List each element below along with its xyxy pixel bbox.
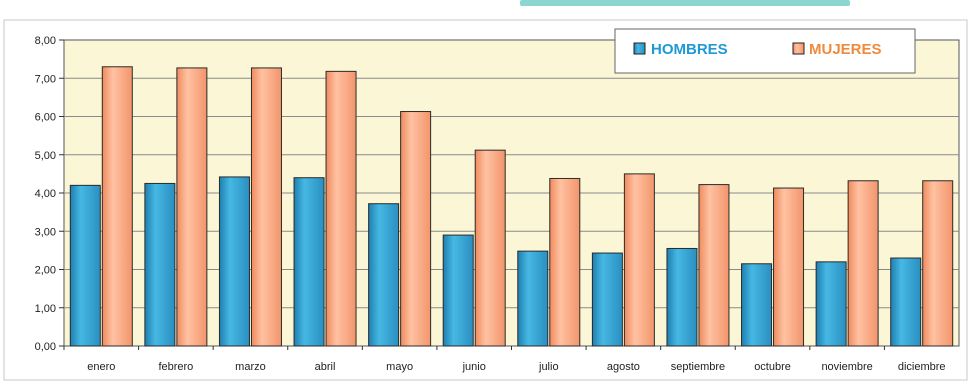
bar-mujeres-diciembre — [922, 180, 954, 347]
grid-lines — [64, 77, 959, 309]
bar-hombres-mayo — [368, 203, 400, 347]
bar-mujeres-febrero — [176, 67, 208, 347]
x-tick-label: marzo — [235, 361, 266, 373]
legend-label-mujeres: MUJERES — [809, 41, 882, 58]
y-tick-label: 7,00 — [35, 73, 56, 85]
bar-mujeres-enero — [101, 66, 133, 347]
x-tick-label: agosto — [607, 361, 640, 373]
bar-hombres-agosto — [591, 252, 623, 347]
bar-hombres-noviembre — [815, 261, 847, 347]
x-tick-label: mayo — [386, 361, 413, 373]
x-axis-ticks: enero febrero marzo abril mayo junio julio agos… — [63, 346, 946, 373]
y-tick-label: 3,00 — [35, 226, 56, 238]
x-tick-label: diciembre — [898, 361, 946, 373]
x-tick-label: noviembre — [821, 361, 872, 373]
y-tick-label: 8,00 — [35, 35, 56, 47]
bar-hombres-enero — [69, 184, 101, 347]
bar-mujeres-junio — [474, 149, 506, 347]
y-tick-label: 1,00 — [35, 303, 56, 315]
bar-hombres-junio — [442, 234, 474, 347]
y-tick-label: 0,00 — [35, 341, 56, 353]
bars — [69, 66, 954, 347]
bar-mujeres-noviembre — [847, 180, 879, 347]
x-tick-label: junio — [462, 361, 486, 373]
top-cropped-text — [520, 0, 850, 6]
bar-hombres-septiembre — [666, 247, 698, 347]
legend-swatch-hombres — [633, 42, 646, 55]
y-tick-label: 4,00 — [35, 188, 56, 200]
bar-mujeres-septiembre — [698, 184, 730, 347]
bar-mujeres-julio — [549, 177, 581, 347]
x-tick-label: octubre — [754, 361, 791, 373]
x-tick-label: abril — [315, 361, 336, 373]
x-tick-label: julio — [538, 361, 559, 373]
bar-mujeres-mayo — [400, 111, 432, 347]
bar-hombres-octubre — [741, 263, 773, 347]
y-tick-label: 6,00 — [35, 112, 56, 124]
legend-box — [614, 28, 916, 74]
chart-frame — [3, 19, 968, 381]
y-axis-ticks: 0,00 1,00 2,00 3,00 4,00 5,00 6,00 7,00 8,00 — [35, 35, 64, 353]
x-tick-label: septiembre — [671, 361, 725, 373]
bar-mujeres-agosto — [623, 173, 655, 347]
x-tick-label: enero — [87, 361, 115, 373]
bar-hombres-julio — [517, 250, 549, 347]
y-tick-label: 5,00 — [35, 150, 56, 162]
bar-hombres-febrero — [144, 182, 176, 347]
legend: HOMBRES MUJERES — [614, 28, 916, 74]
bar-mujeres-marzo — [250, 67, 282, 347]
bar-hombres-marzo — [218, 176, 250, 347]
y-tick-label: 2,00 — [35, 265, 56, 277]
bar-hombres-abril — [293, 177, 325, 347]
x-tick-label: febrero — [158, 361, 193, 373]
bar-mujeres-abril — [325, 70, 357, 347]
bar-mujeres-octubre — [773, 187, 805, 347]
bar-hombres-diciembre — [890, 257, 922, 347]
legend-swatch-mujeres — [792, 42, 805, 55]
legend-label-hombres: HOMBRES — [651, 41, 728, 58]
